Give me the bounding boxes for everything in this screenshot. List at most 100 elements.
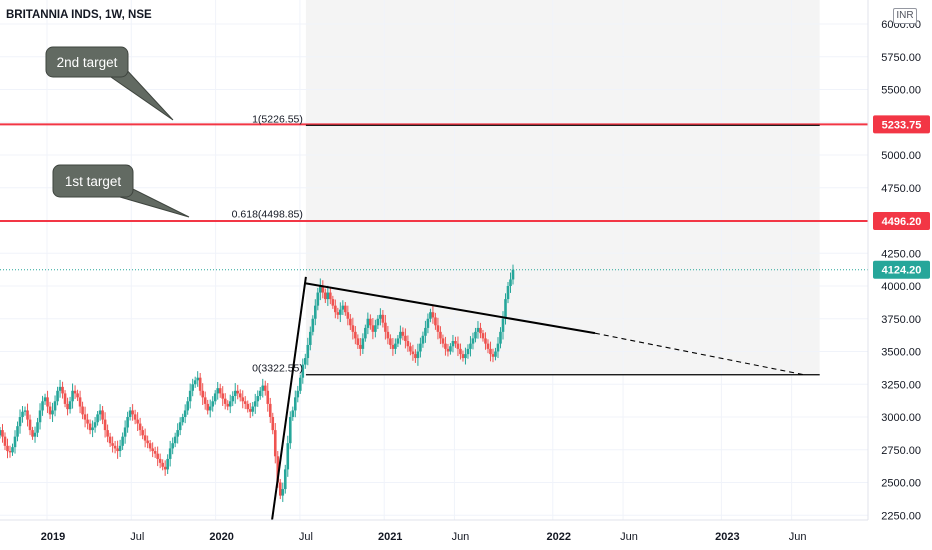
candle [291,406,295,421]
candle [223,393,227,410]
candle-body [273,430,277,457]
candle-body [213,393,217,402]
candle-body [176,430,179,437]
candle [133,409,137,425]
candle [283,464,287,494]
candle-body [464,354,467,359]
candle-body [474,331,477,339]
callout-2: 1st target [52,164,190,218]
candle [151,442,154,458]
candle [153,446,157,458]
candle [111,436,114,453]
candle [301,358,305,384]
candle-body [283,469,287,490]
candle-body [83,414,87,420]
candle-body [148,443,152,449]
x-tick-label: Jul [299,531,313,543]
candle [106,424,109,443]
candle [73,385,77,399]
candle [273,423,277,464]
candle [379,308,382,326]
candle [186,396,189,415]
trend-line-1 [270,276,307,522]
candle [366,312,370,335]
candle-body [361,338,365,349]
candle-body [126,417,129,428]
candle-body [431,312,435,318]
candle [71,383,74,409]
candle [371,317,375,340]
candle-body [71,390,74,402]
candle-body [96,414,99,423]
candle-body [31,430,34,437]
candle-body [46,397,49,407]
candle-body [346,312,350,319]
candle-body [238,393,242,398]
candle [21,406,24,423]
candle [456,336,460,357]
y-tick-label: 2250.00 [881,510,921,522]
candle [346,305,350,326]
candle-body [496,343,500,352]
candle [281,482,285,502]
candle [141,426,144,440]
candle-body [8,451,12,453]
candle-body [128,410,132,417]
candle [434,312,437,330]
candle [41,395,44,416]
candle-body [356,338,360,345]
candle [349,314,352,331]
candle [43,393,47,405]
candle-body [344,305,347,313]
currency-badge[interactable]: INR [893,8,917,24]
candle-body [411,351,415,355]
candle [421,331,425,348]
candle [288,411,292,449]
candle [178,417,182,436]
candle [316,287,320,311]
candle-body [223,398,227,404]
candle [91,420,94,438]
candle-body [349,318,352,326]
candle-body [173,436,177,444]
x-tick-label: Jun [620,531,638,543]
candle [344,302,347,316]
candle-body [451,341,455,347]
candle-body [329,292,332,300]
candle [361,333,365,354]
candle-body [146,440,149,444]
candle-body [424,327,427,336]
candle-body [374,325,377,332]
candle-body [16,426,19,437]
y-tick-label: 4750.00 [881,183,921,195]
candle-body [324,292,327,300]
candle-body [263,385,267,391]
candle [18,409,22,434]
candle [326,285,330,306]
candle-body [499,331,502,344]
candle-body [78,397,82,407]
candle [188,383,192,409]
candle-body [309,331,312,345]
candle-body [386,331,390,339]
candle [191,378,194,397]
candle [394,338,397,355]
candle-body [369,318,372,326]
candle [126,411,129,433]
candle-body [158,458,162,463]
candle-body [0,430,2,436]
candle [464,347,467,365]
candle [251,402,255,417]
candle [384,314,387,340]
candle-body [276,456,280,483]
candle-body [66,403,69,410]
candle-body [53,401,57,411]
candle [121,432,124,450]
candle-body [206,403,210,411]
candle-body [334,305,337,313]
candle [253,393,257,414]
candle-body [116,448,119,452]
y-tick-label: 5000.00 [881,150,921,162]
